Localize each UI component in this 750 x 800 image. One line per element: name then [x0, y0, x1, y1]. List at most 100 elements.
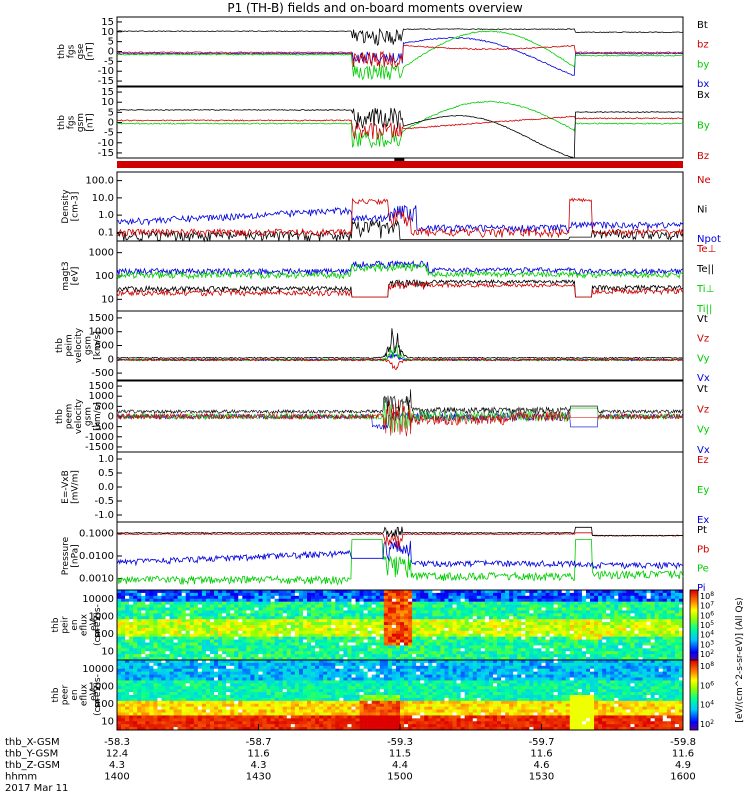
ylabel-line: eflux	[80, 613, 90, 636]
series-Ti-perp	[116, 262, 684, 280]
ytick-label: -10	[98, 66, 114, 77]
series-ele-Vy	[116, 401, 684, 434]
legend-Ti⊥: Ti⊥	[696, 284, 714, 295]
xaxis-value: -59.7	[529, 737, 555, 748]
ylabel-line: thb	[57, 115, 67, 130]
series-Bx	[116, 107, 684, 159]
legend-Ey: Ey	[697, 485, 709, 496]
ylabel-line: Density	[61, 189, 71, 224]
ytick-label: 100	[95, 699, 114, 710]
ylabel-line: fgs	[67, 44, 77, 58]
xaxis-value: 4.3	[251, 760, 267, 771]
ytick-label: 0.5	[98, 468, 114, 479]
ylabel-line: (cm^2-s-	[93, 674, 103, 716]
ylabel-line: Pressure	[61, 536, 71, 575]
series-ele-Vt	[116, 389, 683, 415]
ytick-label: 0	[108, 354, 114, 365]
series-Pt	[116, 526, 684, 538]
xaxis-value: 4.6	[534, 760, 550, 771]
ylabel-line: gsm	[84, 336, 94, 355]
legend-Vt: Vt	[697, 384, 708, 395]
ytick-label: 1500	[89, 381, 114, 392]
panel-frame-fgs-gsm	[116, 86, 684, 159]
xaxis-value: -59.3	[387, 737, 413, 748]
colorbar-tick: 104	[700, 700, 714, 710]
ylabel-line: [nPa]	[71, 544, 81, 567]
ylabel-line: [nT]	[86, 42, 96, 60]
legend-Te||: Te||	[696, 264, 714, 275]
ylabel-line: [cm-3]	[71, 192, 81, 222]
xaxis-value: 1500	[387, 772, 412, 783]
legend-Vy: Vy	[697, 353, 710, 364]
ylabel-line: peem	[65, 404, 75, 430]
colorbar-tick: 106	[700, 680, 714, 690]
ylabel-line: E=-VxB	[61, 470, 71, 504]
series-By	[116, 100, 684, 149]
legend-Pe: Pe	[697, 564, 709, 575]
electron-colorbar-frame	[689, 659, 699, 731]
xaxis-value: 11.5	[389, 749, 411, 760]
colorbar-tick: 108	[700, 591, 714, 601]
ylabel-line: en	[70, 689, 80, 700]
legend-Te⊥: Te⊥	[696, 244, 716, 255]
xaxis-value: -59.8	[670, 737, 696, 748]
xaxis-value: 4.4	[392, 760, 408, 771]
panel-frame-ion-velocity	[116, 310, 684, 381]
xaxis-row-label: hhmm	[5, 772, 37, 783]
xaxis-value: 12.4	[106, 749, 128, 760]
series-by	[116, 30, 684, 81]
xaxis-value: 11.6	[530, 749, 552, 760]
xaxis-row-label: thb_Z-GSM	[5, 760, 60, 771]
ytick-label: -0.5	[94, 496, 114, 507]
xaxis-row-label: thb_Y-GSM	[5, 749, 58, 760]
ytick-label: 10	[101, 294, 114, 305]
xaxis-value: 1400	[104, 772, 129, 783]
colorbar-tick: 104	[700, 630, 714, 640]
legend-Pt: Pt	[697, 525, 707, 536]
ytick-label: 1000	[89, 327, 114, 338]
legend-bz: bz	[697, 40, 709, 51]
ytick-label: 0.0010	[79, 574, 114, 585]
ytick-label: 10	[101, 27, 114, 38]
ytick-label: 5	[108, 37, 114, 48]
ylabel-line: gse	[76, 43, 86, 59]
legend-by: by	[697, 59, 709, 70]
series-ion-Vt	[116, 328, 684, 360]
ytick-label: 1.0	[98, 454, 114, 465]
ylabel-line: peim	[65, 334, 75, 357]
series-ion-Vz	[116, 358, 684, 371]
colorbar-label: [eV/(cm^2-s-sr-eV)] (All Qs)	[735, 597, 745, 722]
series-Npot	[116, 204, 684, 234]
legend-Bt: Bt	[697, 20, 708, 31]
ytick-label: 0.1000	[79, 528, 114, 539]
xaxis-row-label: thb_X-GSM	[5, 737, 60, 748]
ytick-label: -15	[98, 148, 114, 159]
ytick-label: 10.0	[92, 193, 114, 204]
series-Te-perp	[116, 281, 684, 298]
ylabel-line: sr-eV)	[93, 612, 103, 638]
legend-Bx: Bx	[697, 90, 710, 101]
electron-colorbar	[690, 660, 698, 731]
series-Ne	[116, 197, 684, 239]
ytick-label: 1000	[89, 391, 114, 402]
electron-spectrogram-image	[117, 660, 684, 731]
legend-Ni: Ni	[697, 205, 707, 216]
xaxis-value: 1530	[529, 772, 554, 783]
ytick-label: 0	[108, 412, 114, 423]
ylabel-line: peer	[61, 684, 71, 705]
xaxis-value: 11.6	[672, 749, 694, 760]
ytick-label: 10000	[82, 594, 114, 605]
ylabel-line: gsm	[76, 113, 86, 132]
ytick-label: 100	[95, 271, 114, 282]
ion-spectrogram-image	[117, 590, 684, 661]
mode-bar-marker	[394, 158, 405, 161]
ytick-label: -5	[104, 56, 114, 67]
series-Pe	[116, 539, 684, 586]
ytick-label: 0.0100	[79, 551, 114, 562]
series-Ti-par	[116, 260, 684, 276]
ytick-label: 1000	[89, 248, 114, 259]
legend-Pi: Pi	[697, 583, 706, 594]
ylabel-line: thb	[55, 338, 65, 353]
colorbar-tick: 102	[700, 649, 714, 659]
